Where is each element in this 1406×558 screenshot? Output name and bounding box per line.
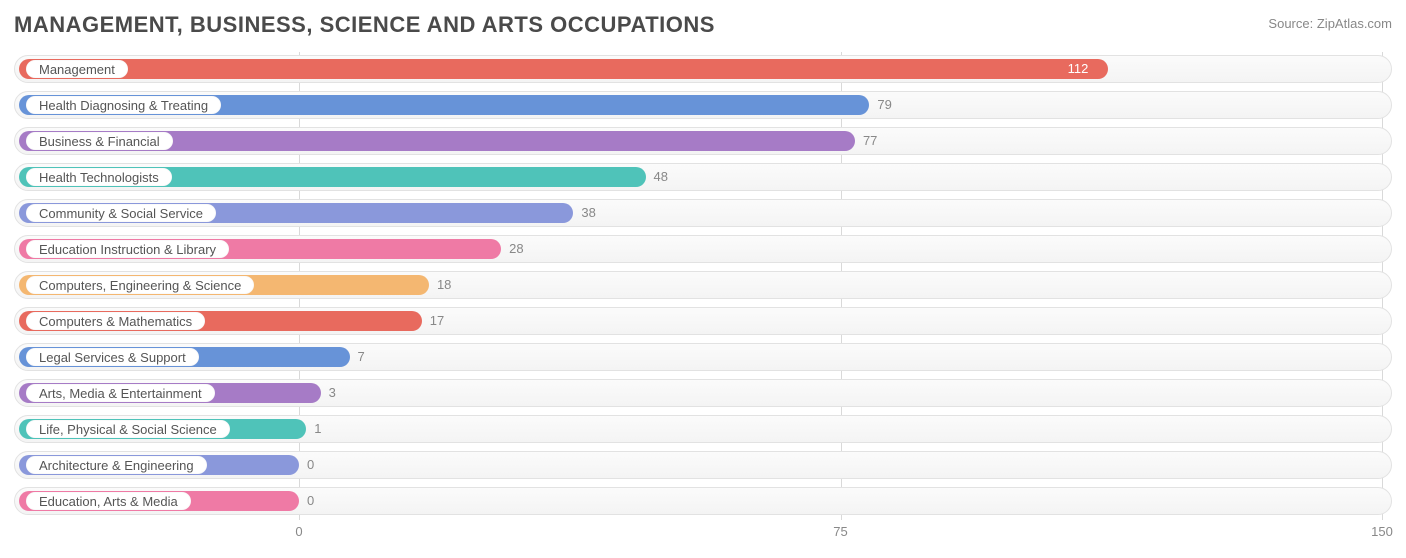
- source-label: Source:: [1268, 16, 1313, 31]
- value-label: 38: [581, 203, 595, 223]
- bar-row: Education, Arts & Media 0: [14, 484, 1392, 520]
- category-label: Education, Arts & Media: [26, 492, 191, 510]
- bar-row: Architecture & Engineering 0: [14, 448, 1392, 484]
- value-label: 17: [430, 311, 444, 331]
- bar-row: Education Instruction & Library 28: [14, 232, 1392, 268]
- x-tick-label: 150: [1371, 524, 1393, 539]
- chart-container: MANAGEMENT, BUSINESS, SCIENCE AND ARTS O…: [0, 0, 1406, 558]
- bar-row: Computers, Engineering & Science 18: [14, 268, 1392, 304]
- value-label: 0: [307, 491, 314, 511]
- value-label: 7: [358, 347, 365, 367]
- category-label: Legal Services & Support: [26, 348, 199, 366]
- bar-row: Arts, Media & Entertainment 3: [14, 376, 1392, 412]
- category-label: Computers, Engineering & Science: [26, 276, 254, 294]
- category-label: Health Diagnosing & Treating: [26, 96, 221, 114]
- category-label: Community & Social Service: [26, 204, 216, 222]
- value-label: 18: [437, 275, 451, 295]
- chart-title: MANAGEMENT, BUSINESS, SCIENCE AND ARTS O…: [14, 12, 715, 38]
- bar-row: Health Technologists 48: [14, 160, 1392, 196]
- bar-row: Legal Services & Support 7: [14, 340, 1392, 376]
- bar-row: Management 112: [14, 52, 1392, 88]
- value-label: 0: [307, 455, 314, 475]
- category-label: Business & Financial: [26, 132, 173, 150]
- x-tick-label: 75: [833, 524, 847, 539]
- category-label: Education Instruction & Library: [26, 240, 229, 258]
- value-label: 77: [863, 131, 877, 151]
- category-label: Health Technologists: [26, 168, 172, 186]
- category-label: Life, Physical & Social Science: [26, 420, 230, 438]
- bar-row: Business & Financial 77: [14, 124, 1392, 160]
- bar: [19, 59, 1108, 79]
- category-label: Computers & Mathematics: [26, 312, 205, 330]
- value-label: 28: [509, 239, 523, 259]
- bar-row: Life, Physical & Social Science 1: [14, 412, 1392, 448]
- category-label: Arts, Media & Entertainment: [26, 384, 215, 402]
- category-label: Management: [26, 60, 128, 78]
- category-label: Architecture & Engineering: [26, 456, 207, 474]
- value-label: 79: [877, 95, 891, 115]
- chart-source: Source: ZipAtlas.com: [1268, 12, 1392, 31]
- bar-row: Computers & Mathematics 17: [14, 304, 1392, 340]
- value-label: 1: [314, 419, 321, 439]
- chart-header: MANAGEMENT, BUSINESS, SCIENCE AND ARTS O…: [14, 12, 1392, 38]
- source-value: ZipAtlas.com: [1317, 16, 1392, 31]
- value-label: 48: [654, 167, 668, 187]
- value-label: 3: [329, 383, 336, 403]
- bars-region: Management 112 Health Diagnosing & Treatin…: [14, 52, 1392, 520]
- bar-row: Health Diagnosing & Treating 79: [14, 88, 1392, 124]
- bar-row: Community & Social Service 38: [14, 196, 1392, 232]
- value-label: 112: [1068, 59, 1089, 79]
- x-tick-label: 0: [295, 524, 302, 539]
- plot-area: Management 112 Health Diagnosing & Treatin…: [14, 52, 1392, 547]
